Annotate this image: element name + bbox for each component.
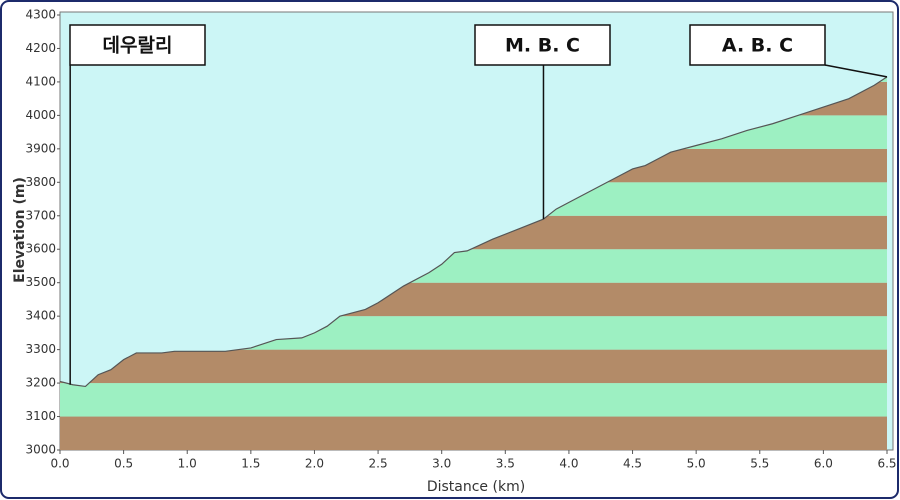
y-tick-label: 3200 xyxy=(25,376,56,390)
x-tick-label: 1.5 xyxy=(241,457,260,471)
elevation-band xyxy=(60,349,887,384)
x-axis-label: Distance (km) xyxy=(427,479,525,495)
elevation-band xyxy=(60,416,887,450)
y-tick-label: 3500 xyxy=(25,275,56,289)
x-tick-label: 0.0 xyxy=(50,457,69,471)
annotation-label: M. B. C xyxy=(505,35,580,57)
y-tick-label: 4300 xyxy=(25,8,56,22)
annotation-leader xyxy=(824,64,888,78)
y-tick-label: 4000 xyxy=(25,108,56,122)
x-tick-label: 6.5 xyxy=(877,457,896,471)
elevation-band xyxy=(60,383,887,417)
x-tick-label: 4.0 xyxy=(559,457,578,471)
x-tick-label: 6.0 xyxy=(814,457,833,471)
x-tick-label: 5.5 xyxy=(750,457,769,471)
y-tick-label: 3600 xyxy=(25,242,56,256)
y-tick-label: 3300 xyxy=(25,342,56,356)
annotation-box xyxy=(474,24,611,66)
y-tick-label: 3700 xyxy=(25,208,56,222)
annotation-box xyxy=(69,24,206,66)
x-tick-label: 1.0 xyxy=(178,457,197,471)
annotation-label: 데우랄리 xyxy=(103,35,173,57)
x-tick-label: 0.5 xyxy=(114,457,133,471)
annotation-label: A. B. C xyxy=(722,35,793,57)
x-tick-label: 2.0 xyxy=(305,457,324,471)
y-tick-label: 3000 xyxy=(25,443,56,457)
x-tick-label: 3.0 xyxy=(432,457,451,471)
x-tick-label: 4.5 xyxy=(623,457,642,471)
annotation-box xyxy=(689,24,826,66)
y-tick-label: 3900 xyxy=(25,141,56,155)
y-axis-label: Elevation (m) xyxy=(12,177,28,283)
x-tick-label: 5.0 xyxy=(687,457,706,471)
y-tick-label: 4100 xyxy=(25,74,56,88)
y-tick-label: 3100 xyxy=(25,409,56,423)
elevation-profile xyxy=(59,76,888,388)
y-tick-label: 3400 xyxy=(25,309,56,323)
x-tick-label: 3.5 xyxy=(496,457,515,471)
y-tick-label: 4200 xyxy=(25,41,56,55)
y-tick-label: 3800 xyxy=(25,175,56,189)
x-tick-label: 2.5 xyxy=(369,457,388,471)
